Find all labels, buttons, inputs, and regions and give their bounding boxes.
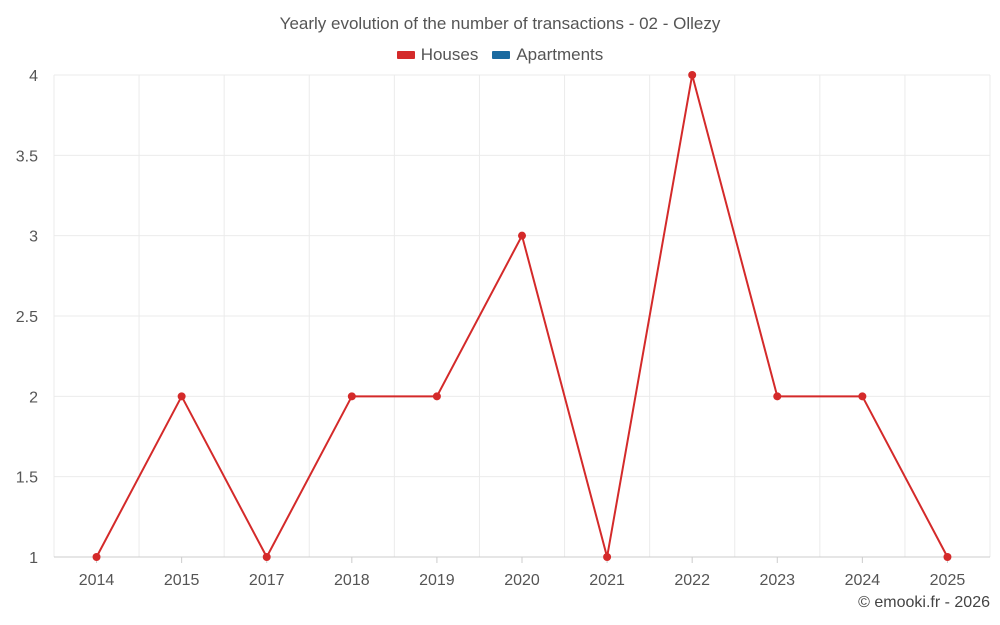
data-point-houses [773,392,782,401]
data-point-houses [943,553,952,561]
y-tick-label: 3.5 [16,148,38,165]
legend-item-houses[interactable]: Houses [396,45,479,65]
data-point-houses [432,392,441,401]
y-tick-label: 3 [29,229,38,246]
x-tick-label: 2015 [164,572,200,589]
x-tick-label: 2025 [930,572,966,589]
y-tick-label: 4 [29,68,38,85]
x-tick-label: 2018 [334,572,370,589]
x-tick-label: 2020 [504,572,540,589]
x-tick-label: 2014 [79,572,115,589]
x-tick-label: 2017 [249,572,285,589]
x-tick-label: 2022 [674,572,710,589]
data-point-houses [688,71,697,79]
credit-text: © emooki.fr - 2026 [858,594,990,611]
data-point-houses [177,392,186,401]
data-point-houses [858,392,867,401]
legend-swatch-houses [396,51,415,59]
data-point-houses [518,231,526,240]
x-tick-label: 2021 [589,572,625,589]
data-point-houses [347,392,356,401]
data-point-houses [262,553,271,561]
chart-legend: Houses Apartments [0,45,1000,65]
x-tick-label: 2024 [845,572,881,589]
y-tick-label: 2.5 [16,309,38,326]
y-tick-label: 1.5 [16,470,38,487]
legend-item-apartments[interactable]: Apartments [492,45,603,65]
data-point-houses [603,553,612,561]
chart-title: Yearly evolution of the number of transa… [279,14,721,33]
legend-label-apartments: Apartments [516,45,604,64]
y-tick-label: 1 [29,550,38,567]
legend-swatch-apartments [492,51,511,59]
y-tick-label: 2 [29,389,38,406]
data-point-houses [92,553,101,561]
legend-label-houses: Houses [420,45,479,64]
x-tick-label: 2023 [759,572,795,589]
x-tick-label: 2019 [419,572,455,589]
